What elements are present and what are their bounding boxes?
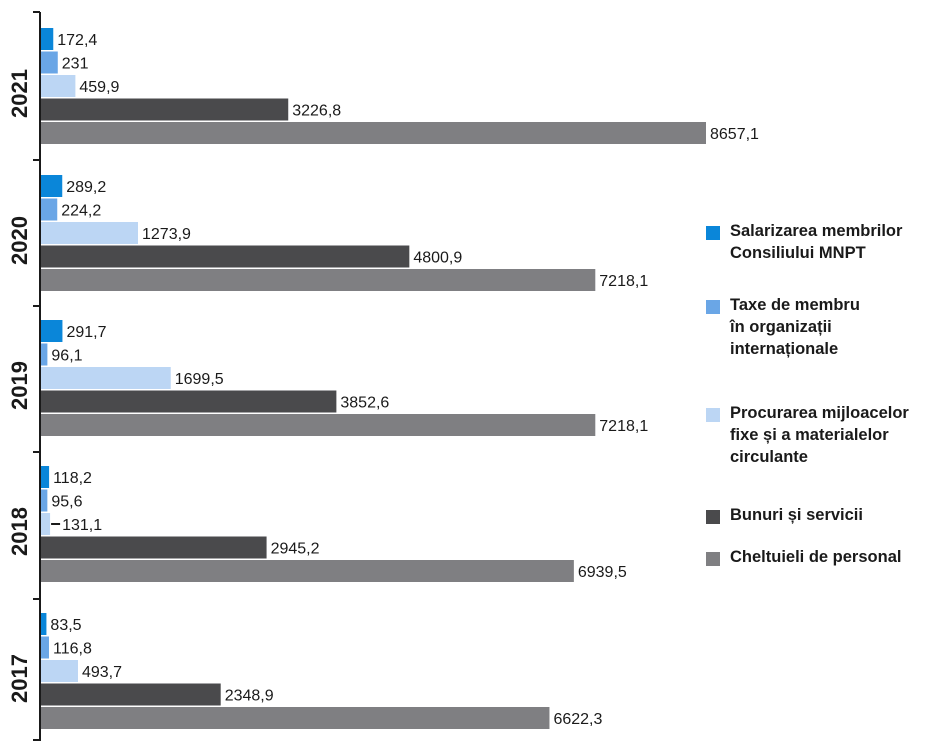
legend-label-3-line-3: circulante: [730, 448, 808, 466]
legend-label-3: Procurarea mijloacelor fixe și a material…: [730, 402, 927, 468]
value-label-2017-series-5: 6622,3: [553, 711, 602, 728]
bar-2021-series-1: [40, 28, 54, 50]
value-label-2017-series-4: 2348,9: [225, 688, 274, 705]
axis-layer: [33, 11, 41, 741]
value-label-2019-series-4: 3852,6: [340, 395, 389, 412]
value-label-2017-series-3: 493,7: [82, 664, 122, 681]
year-label-2019: 2019: [7, 361, 32, 410]
bar-2017-series-4: [40, 683, 221, 706]
bar-2017-series-5: [40, 707, 550, 729]
legend-label-2-line-1: Taxe de membru: [730, 296, 860, 314]
legend-label-3-line-2: fixe și a materialelor: [730, 426, 889, 444]
value-label-2020-series-4: 4800,9: [413, 250, 462, 267]
value-label-2018-series-2: 95,6: [51, 494, 82, 511]
bar-2019-series-2: [40, 343, 48, 366]
legend-item-4: Bunuri și servicii: [706, 504, 927, 526]
value-labels-layer: 172,4 231 459,9 3226,8 8657,1 289,2 224,2 1273,…: [50, 32, 759, 728]
bar-2018-series-2: [40, 489, 48, 512]
value-label-2021-series-4: 3226,8: [292, 103, 341, 120]
bar-2020-series-5: [40, 269, 596, 291]
bar-2020-series-1: [40, 175, 63, 197]
legend-label-1: Salarizarea membrilor Consiliului MNPT: [730, 220, 927, 264]
value-label-2019-series-3: 1699,5: [175, 371, 224, 388]
bar-2021-series-3: [40, 75, 76, 97]
legend-label-2-line-2: în organizații: [730, 318, 832, 336]
legend-label-4: Bunuri și servicii: [730, 504, 927, 526]
legend-label-1-line-1: Salarizarea membrilor: [730, 222, 903, 240]
value-label-2019-series-1: 291,7: [66, 324, 106, 341]
legend-label-5-line-1: Cheltuieli de personal: [730, 548, 902, 566]
legend-item-2: Taxe de membru în organizații internaționa…: [706, 294, 927, 360]
bar-2019-series-4: [40, 390, 337, 413]
value-label-2020-series-5: 7218,1: [599, 273, 648, 290]
bar-2017-series-1: [40, 613, 47, 635]
legend-swatch-3: [706, 408, 720, 422]
year-label-2018: 2018: [7, 507, 32, 556]
value-label-2019-series-5: 7218,1: [599, 418, 648, 435]
legend-item-5: Cheltuieli de personal: [706, 546, 927, 568]
legend-item-3: Procurarea mijloacelor fixe și a material…: [706, 402, 927, 468]
bar-2021-series-2: [40, 51, 58, 74]
year-labels-layer: 2021 2020 2019 2018 2017: [7, 69, 32, 703]
legend-label-5: Cheltuieli de personal: [730, 546, 927, 568]
value-label-2018-series-3: 131,1: [62, 517, 102, 534]
legend-label-3-line-1: Procurarea mijloacelor: [730, 404, 909, 422]
bars-layer: [40, 28, 706, 729]
bar-2018-series-3: [40, 513, 51, 535]
legend-label-2-line-3: internaționale: [730, 340, 839, 358]
value-label-2021-series-5: 8657,1: [710, 126, 759, 143]
bar-2018-series-5: [40, 560, 574, 582]
bar-2018-series-4: [40, 536, 267, 559]
legend-label-2: Taxe de membru în organizații internaționa…: [730, 294, 927, 360]
value-label-2018-series-4: 2945,2: [271, 541, 320, 558]
year-label-2020: 2020: [7, 216, 32, 265]
legend-label-4-line-1: Bunuri și servicii: [730, 506, 863, 524]
legend-swatch-1: [706, 226, 720, 240]
bar-2019-series-5: [40, 414, 596, 436]
value-label-2019-series-2: 96,1: [51, 348, 82, 365]
bar-2017-series-3: [40, 660, 78, 682]
bar-2019-series-3: [40, 367, 171, 389]
legend-swatch-2: [706, 300, 720, 314]
bar-2020-series-4: [40, 245, 410, 268]
legend-item-1: Salarizarea membrilor Consiliului MNPT: [706, 220, 927, 264]
year-label-2017: 2017: [7, 654, 32, 703]
legend-label-1-line-2: Consiliului MNPT: [730, 244, 866, 262]
bar-2020-series-2: [40, 198, 58, 221]
value-label-2017-series-1: 83,5: [50, 617, 81, 634]
legend-swatch-5: [706, 552, 720, 566]
value-label-2021-series-1: 172,4: [57, 32, 97, 49]
value-label-2020-series-1: 289,2: [66, 179, 106, 196]
bar-2021-series-4: [40, 98, 289, 121]
year-label-2021: 2021: [7, 69, 32, 118]
bar-2017-series-2: [40, 636, 49, 659]
value-label-2020-series-3: 1273,9: [142, 226, 191, 243]
bar-2018-series-1: [40, 466, 50, 488]
value-label-2021-series-2: 231: [62, 56, 89, 73]
value-label-2020-series-2: 224,2: [61, 203, 101, 220]
value-label-2017-series-2: 116,8: [53, 641, 92, 658]
value-label-2021-series-3: 459,9: [79, 79, 119, 96]
legend-swatch-4: [706, 510, 720, 524]
value-label-2018-series-5: 6939,5: [578, 564, 627, 581]
bar-2021-series-5: [40, 122, 706, 144]
value-label-2018-series-1: 118,2: [53, 470, 92, 487]
bar-2020-series-3: [40, 222, 139, 244]
bar-2019-series-1: [40, 320, 63, 342]
